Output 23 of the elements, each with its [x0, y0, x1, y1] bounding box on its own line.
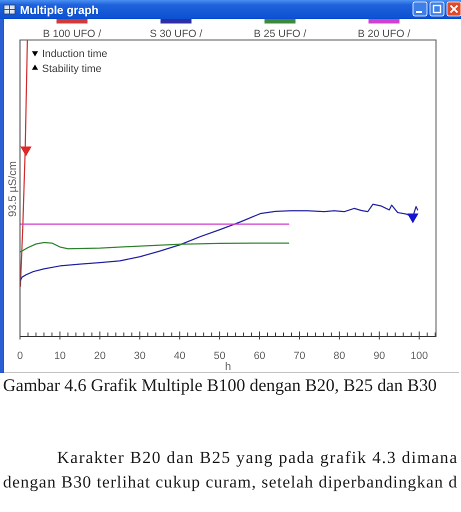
x-tick-label: 80 — [334, 350, 346, 362]
x-tick-label: 20 — [94, 350, 106, 362]
legend-label: B 20 UFO / — [358, 28, 410, 40]
x-tick-label: 40 — [174, 350, 186, 362]
annotation: Induction time — [42, 48, 108, 60]
x-tick-label: 50 — [214, 350, 226, 362]
x-tick-label: 60 — [254, 350, 266, 362]
text: Gambar 4.6 Grafik Multiple B100 dengan B20, B25 dan B30 — [3, 375, 437, 395]
x-tick-label: 10 — [54, 350, 66, 362]
legend-label: S 30 UFO / — [150, 28, 202, 40]
x-tick-label: 70 — [294, 350, 306, 362]
legend-label: B 100 UFO / — [42, 28, 102, 40]
y-axis-title: 93.5 µS/cm — [7, 161, 19, 217]
x-tick-label: 90 — [373, 350, 386, 362]
text: Karakter B20 dan B25 yang pada grafik 4.3 dimana — [57, 448, 458, 467]
x-tick-label: 0 — [17, 350, 24, 362]
annotation: Stability time — [42, 63, 102, 75]
text: dengan B30 terlihat cukup curam, setelah diperbandingkan d — [3, 472, 458, 492]
chart-title: Multiple graph — [20, 5, 99, 17]
x-axis-title: h — [224, 361, 232, 373]
x-tick-label: 100 — [410, 350, 428, 362]
legend-label: B 25 UFO / — [254, 28, 306, 40]
x-tick-label: 30 — [134, 350, 146, 362]
